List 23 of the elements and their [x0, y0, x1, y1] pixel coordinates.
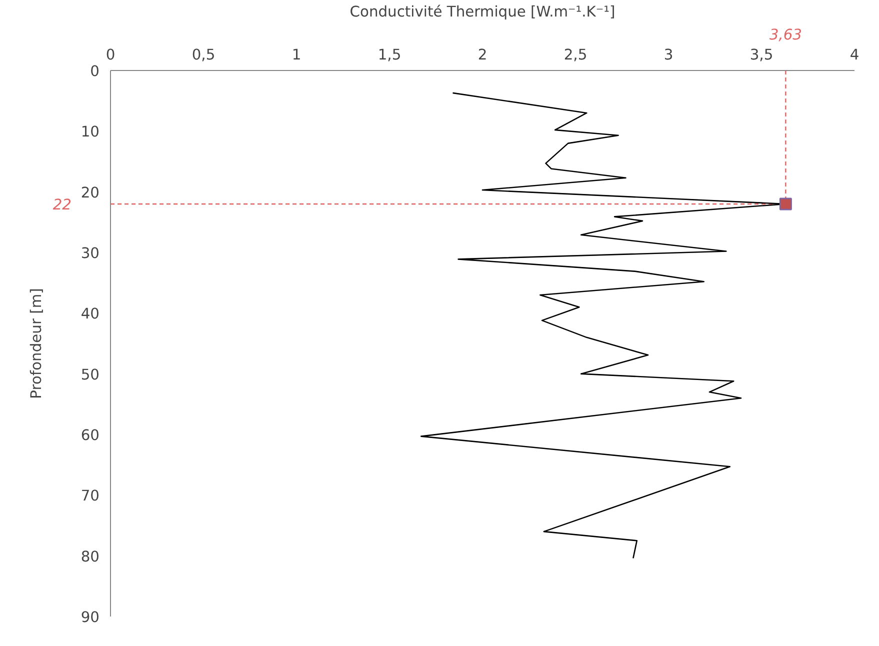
- x-tick-label: 3,5: [750, 46, 774, 64]
- y-tick-label: 50: [80, 366, 100, 384]
- y-axis-title: Profondeur [m]: [28, 288, 45, 399]
- x-tick-label: 1,5: [378, 46, 402, 64]
- y-tick-label: 70: [80, 488, 100, 505]
- x-tick-label: 0,5: [192, 46, 216, 64]
- ref-line-label: 3,63: [769, 26, 802, 44]
- x-tick-label: 1: [292, 46, 302, 64]
- y-tick-label: 0: [90, 63, 100, 80]
- x-tick-label: 3: [664, 46, 674, 64]
- x-axis-title: Conductivité Thermique [W.m⁻¹.K⁻¹]: [350, 4, 616, 20]
- y-tick-label: 60: [80, 427, 100, 444]
- ref-line-label: 22: [52, 196, 72, 214]
- y-tick-label: 40: [80, 306, 100, 323]
- x-tick-label: 2: [478, 46, 488, 64]
- x-tick-label: 2,5: [564, 46, 588, 64]
- y-tick-label: 80: [80, 548, 100, 566]
- y-tick-label: 90: [80, 609, 100, 626]
- y-tick-label: 10: [80, 124, 100, 141]
- x-tick-label: 0: [106, 46, 116, 64]
- y-tick-label: 20: [80, 184, 100, 202]
- y-tick-label: 30: [80, 245, 100, 262]
- x-tick-label: 4: [850, 46, 860, 64]
